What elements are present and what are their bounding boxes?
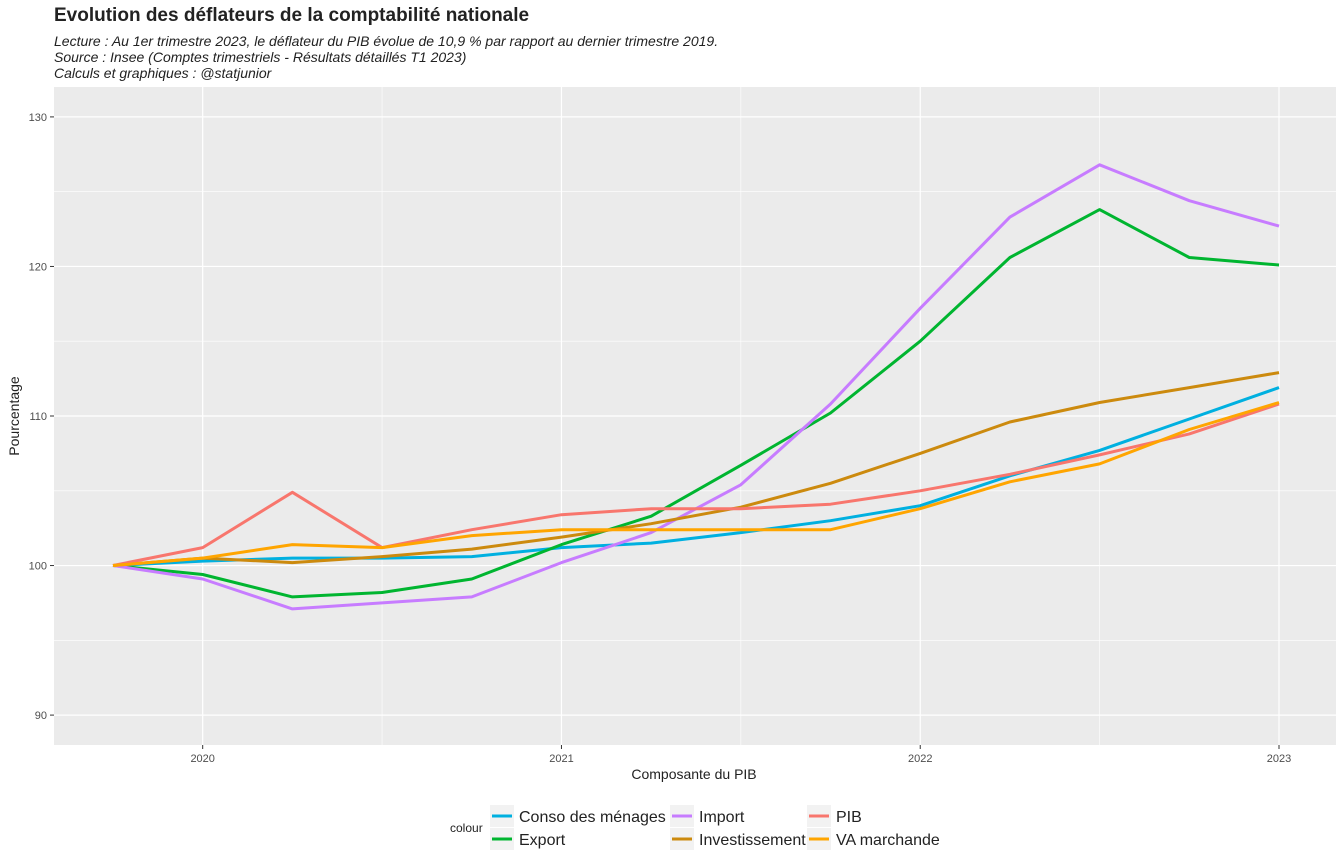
legend-label-import: Import [699, 809, 745, 826]
y-tick-label: 100 [29, 561, 47, 573]
x-tick-label: 2021 [549, 753, 573, 765]
chart-title: Evolution des déflateurs de la comptabil… [54, 5, 530, 26]
x-tick-label: 2022 [908, 753, 932, 765]
y-tick-label: 110 [29, 411, 47, 423]
x-axis: 2020 2021 2022 2023 [190, 745, 1291, 765]
y-tick-label: 130 [29, 112, 47, 124]
series-lines [112, 163, 1280, 611]
legend: colour Conso des ménages Export Import Inve… [450, 805, 940, 850]
y-axis: 90 100 110 120 130 [29, 112, 54, 722]
series-line-conso-des-menages [112, 386, 1280, 567]
series-line-pib [112, 402, 1280, 567]
legend-label-pib: PIB [836, 809, 862, 826]
y-tick-label: 120 [29, 261, 47, 273]
series-line-export [112, 208, 1280, 599]
chart-subtitle-reading-note: Lecture : Au 1er trimestre 2023, le défl… [54, 33, 719, 49]
legend-label-va-marchande: VA marchande [836, 832, 940, 849]
x-tick-label: 2023 [1267, 753, 1291, 765]
series-line-va-marchande [112, 401, 1280, 567]
chart-subtitle-source: Source : Insee (Comptes trimestriels - R… [54, 49, 467, 65]
legend-label-export: Export [519, 832, 566, 849]
legend-title: colour [450, 821, 483, 835]
chart-subtitle-credits: Calculs et graphiques : @statjunior [54, 65, 272, 81]
series-line-investissement [112, 371, 1280, 567]
y-axis-title: Pourcentage [6, 376, 22, 456]
x-tick-label: 2020 [190, 753, 214, 765]
legend-label-investissement: Investissement [699, 832, 806, 849]
legend-label-conso-des-menages: Conso des ménages [519, 809, 666, 826]
x-axis-title: Composante du PIB [631, 766, 756, 782]
y-tick-label: 90 [35, 710, 47, 722]
